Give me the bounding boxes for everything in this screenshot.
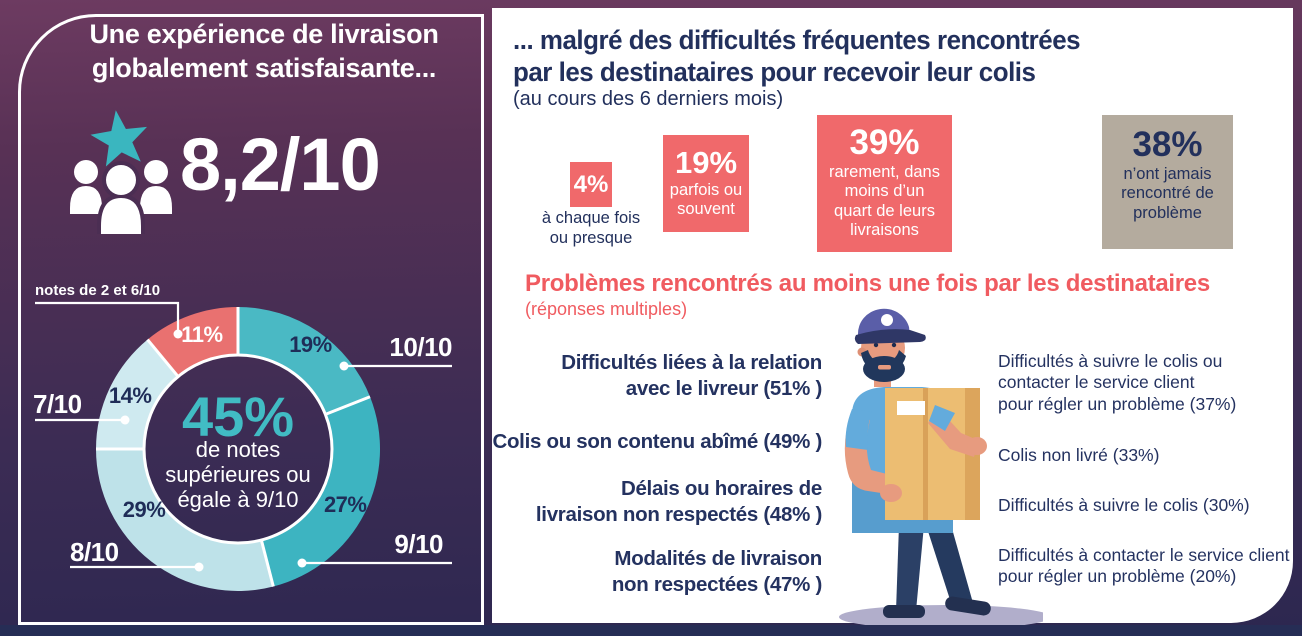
right-panel-subtitle: (au cours des 6 derniers mois) [513, 88, 784, 110]
problem-item: Colis ou son contenu abîmé (49% ) [492, 430, 822, 453]
donut-label-8-10: 8/10 [70, 537, 119, 567]
problem-item: Difficultés à contacter le service clien… [998, 545, 1290, 587]
block-value: 39% [849, 123, 920, 162]
donut-label-low-notes: notes de 2 et 6/10 [35, 282, 161, 299]
left-panel-title: Une expérience de livraison globalement … [89, 19, 439, 83]
frequency-block-4pct: 4% [570, 162, 612, 207]
frequency-block-38pct: 38% n’ont jamais rencontré de problème [1102, 115, 1233, 249]
block-value: 4% [573, 171, 609, 198]
panel-border-frame [18, 14, 484, 625]
overall-score: 8,2/10 [180, 123, 381, 206]
right-panel-title: ... malgré des difficultés fréquentes re… [513, 25, 1081, 88]
donut-label-7-10: 7/10 [33, 389, 82, 419]
footer-bar [0, 625, 1302, 636]
block-caption: rarement, dans moins d’un quart de leurs… [829, 163, 940, 240]
frequency-block-4pct-caption: à chaque fois ou presque [541, 209, 641, 247]
frequency-block-19pct: 19% parfois ou souvent [663, 135, 749, 232]
block-value: 19% [674, 145, 738, 180]
problem-item: Colis non livré (33%) [998, 445, 1160, 465]
donut-center-value: 45% [181, 385, 295, 448]
problem-item: Difficultés à suivre le colis ou contact… [998, 351, 1237, 414]
star-icon [90, 110, 147, 167]
donut-label-10-10: 10/10 [389, 332, 452, 362]
people-with-star-icon [70, 110, 172, 234]
donut-center-caption: de notes supérieures ou égale à 9/10 [165, 437, 311, 512]
problem-item: Délais ou horaires de livraison non resp… [535, 477, 822, 526]
problems-section-title: Problèmes rencontrés au moins une fois p… [525, 270, 1210, 297]
block-caption: parfois ou souvent [669, 181, 743, 219]
problem-item: Difficultés à suivre le colis (30%) [998, 495, 1250, 515]
left-panel: Une expérience de livraison globalement … [0, 0, 490, 636]
problem-item: Modalités de livraison non respectées (4… [611, 547, 822, 596]
block-caption: n’ont jamais rencontré de problème [1121, 165, 1214, 222]
frequency-block-39pct: 39% rarement, dans moins d’un quart de l… [817, 115, 952, 252]
right-card: ... malgré des difficultés fréquentes re… [492, 8, 1293, 629]
donut-label-9-10: 9/10 [394, 529, 443, 559]
donut-chart [96, 307, 380, 591]
problem-item: Difficultés liées à la relation avec le … [561, 351, 822, 400]
delivery-man-illustration [839, 308, 1043, 629]
block-value: 38% [1132, 125, 1203, 164]
problems-section-subtitle: (réponses multiples) [525, 299, 688, 319]
